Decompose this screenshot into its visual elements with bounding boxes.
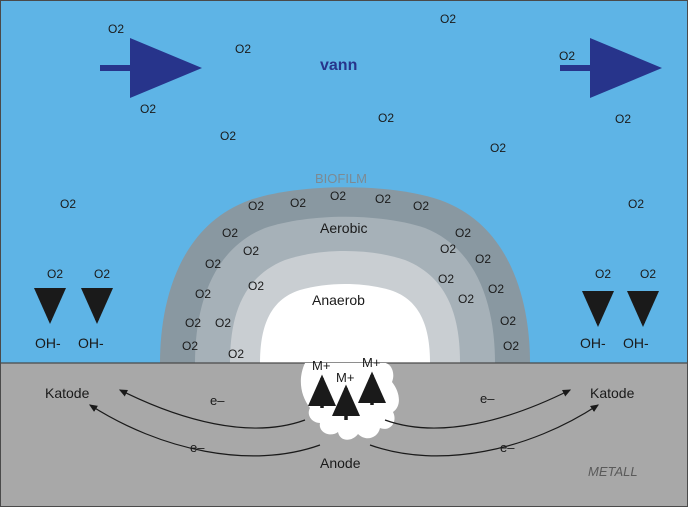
o2-water-14: O2 <box>640 267 656 281</box>
o2-water-5: O2 <box>378 111 394 125</box>
label-m1: M+ <box>312 358 330 373</box>
label-vann: vann <box>320 57 357 74</box>
o2-water-7: O2 <box>220 129 236 143</box>
electron-label-3: e– <box>500 440 515 455</box>
o2-water-3: O2 <box>559 49 575 63</box>
o2-water-2: O2 <box>235 42 251 56</box>
o2-biofilm-19: O2 <box>438 272 454 286</box>
o2-biofilm-16: O2 <box>500 314 516 328</box>
o2-biofilm-6: O2 <box>455 226 471 240</box>
o2-water-9: O2 <box>60 197 76 211</box>
label-anode: Anode <box>320 455 361 471</box>
o2-water-4: O2 <box>140 102 156 116</box>
electron-label-1: e– <box>190 440 205 455</box>
o2-biofilm-7: O2 <box>205 257 221 271</box>
o2-biofilm-21: O2 <box>228 347 244 361</box>
o2-water-10: O2 <box>628 197 644 211</box>
o2-biofilm-9: O2 <box>195 287 211 301</box>
label-aerobic: Aerobic <box>320 220 367 236</box>
o2-water-1: O2 <box>440 12 456 26</box>
o2-water-11: O2 <box>47 267 63 281</box>
label-oh_rr: OH- <box>623 335 649 351</box>
label-oh_rl: OH- <box>580 335 606 351</box>
electron-label-0: e– <box>210 393 225 408</box>
o2-biofilm-5: O2 <box>222 226 238 240</box>
o2-biofilm-18: O2 <box>248 279 264 293</box>
o2-biofilm-4: O2 <box>413 199 429 213</box>
o2-water-13: O2 <box>595 267 611 281</box>
o2-biofilm-13: O2 <box>185 316 201 330</box>
o2-biofilm-20: O2 <box>503 339 519 353</box>
o2-biofilm-12: O2 <box>488 282 504 296</box>
o2-water-6: O2 <box>615 112 631 126</box>
electron-label-2: e– <box>480 391 495 406</box>
o2-water-8: O2 <box>490 141 506 155</box>
label-m2: M+ <box>336 370 354 385</box>
label-katode-left: Katode <box>45 385 90 401</box>
o2-biofilm-2: O2 <box>330 189 346 203</box>
label-biofilm: BIOFILM <box>315 171 367 186</box>
label-m3: M+ <box>362 355 380 370</box>
diagram-svg: O2 O2 O2 O2 O2 O2 O2 O2 O2 O2 O2 O2 O2 O2 O2 O2 O2 O2 O2 O2… <box>0 0 688 507</box>
o2-biofilm-15: O2 <box>458 292 474 306</box>
diagram-canvas: O2 O2 O2 O2 O2 O2 O2 O2 O2 O2 O2 O2 O2 O2 O2 O2 O2 O2 O2 O2… <box>0 0 688 507</box>
o2-water-0: O2 <box>108 22 124 36</box>
label-metal: METALL <box>588 464 638 479</box>
o2-biofilm-8: O2 <box>475 252 491 266</box>
o2-water-12: O2 <box>94 267 110 281</box>
o2-biofilm-1: O2 <box>290 196 306 210</box>
o2-biofilm-17: O2 <box>182 339 198 353</box>
label-anaerob: Anaerob <box>312 292 365 308</box>
o2-biofilm-11: O2 <box>440 242 456 256</box>
o2-biofilm-14: O2 <box>215 316 231 330</box>
o2-biofilm-3: O2 <box>375 192 391 206</box>
label-oh_lr: OH- <box>78 335 104 351</box>
o2-biofilm-10: O2 <box>243 244 259 258</box>
label-katode-right: Katode <box>590 385 635 401</box>
o2-biofilm-0: O2 <box>248 199 264 213</box>
label-oh_ll: OH- <box>35 335 61 351</box>
